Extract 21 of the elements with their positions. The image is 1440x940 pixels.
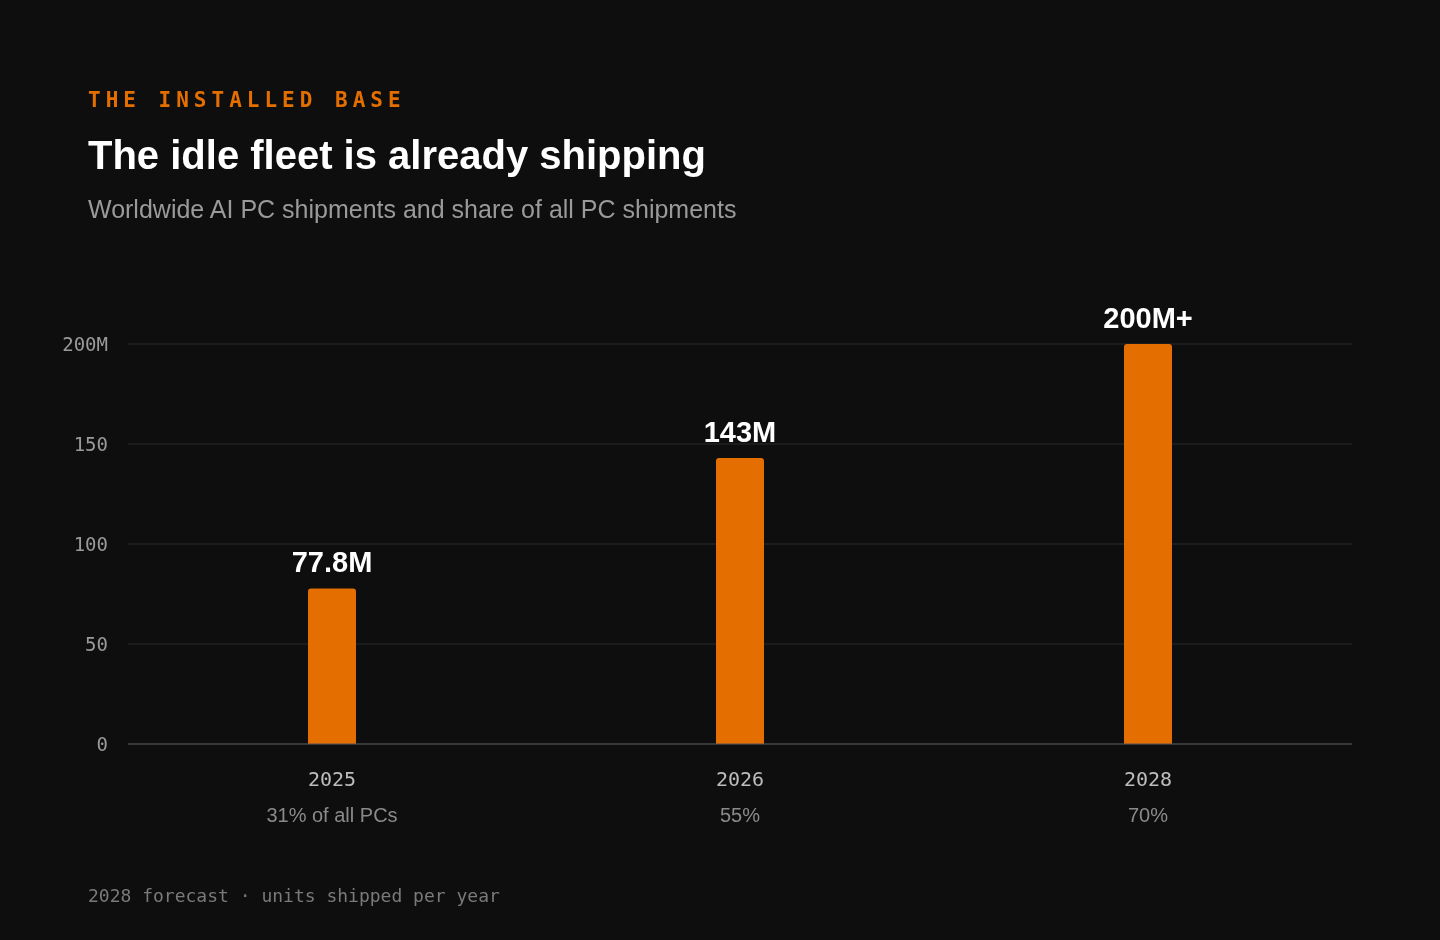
y-tick-label: 100 [73,532,108,555]
y-tick-label: 150 [73,432,108,455]
text: 55% [719,804,761,826]
data-label: 77.8M [291,546,373,579]
bar [1124,344,1172,744]
data-label: 200M+ [1103,302,1193,334]
chart-title: The idle fleet is already shipping [88,133,706,178]
x-tick-label: 2028 [1123,767,1173,791]
y-tick-label: 0 [96,732,108,755]
text: 2028 forecast · units shipped per year [88,885,500,906]
y-tick-label: 50 [85,632,108,655]
text: THE INSTALLED BASE [88,88,406,112]
x-tick-label: 2025 [307,767,357,791]
x-tick-label: 2026 [715,767,765,791]
y-tick-label: 200M [62,332,108,355]
bar [308,588,356,744]
text: 70% [1127,804,1169,826]
chart-subtitle: Worldwide AI PC shipments and share of all PC shipments [88,195,737,224]
text: 31% of all PCs [266,804,398,826]
data-label: 143M [703,416,777,448]
bar [716,458,764,744]
